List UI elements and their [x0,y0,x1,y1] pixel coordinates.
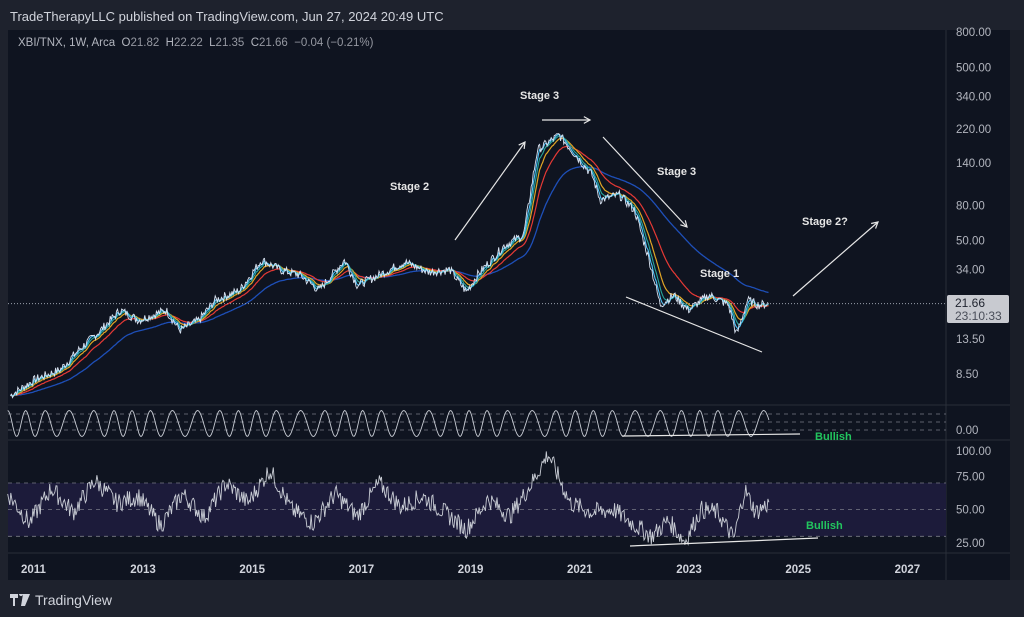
last-price-tag: 21.66 23:10:33 [947,295,1009,323]
stoch-rsi-line [7,409,770,438]
symbol-info: XBI/TNX, 1W, Arca [18,37,116,49]
close-label: C [250,37,260,49]
ema-mid-line [10,135,769,397]
annotation-stage-3[interactable]: Stage 3 [520,90,559,102]
annotation-stage-2[interactable]: Stage 2 [390,181,429,193]
price-series-line [10,133,769,399]
stage2-arrow-head [518,140,526,150]
stage2-next-arrow[interactable] [792,221,879,297]
price-axis-tick: 13.50 [956,334,985,346]
rsi-bullish-label: Bullish [806,520,843,532]
rsi-axis-tick: 75.00 [956,471,985,483]
price-axis-tick: 80.00 [956,200,985,212]
open-label: O [121,37,131,49]
stage3-down-arrow[interactable] [602,136,688,228]
annotation-stage-3[interactable]: Stage 3 [657,166,696,178]
stoch-bullish-label: Bullish [815,431,852,443]
tradingview-logo-icon [10,594,30,606]
bar-countdown: 23:10:33 [955,309,1002,323]
time-axis-tick: 2011 [21,564,47,576]
high-value: 22.22 [173,37,203,49]
price-axis-tick: 220.00 [956,124,991,136]
time-axis-tick: 2027 [895,564,921,576]
time-axis-tick: 2017 [349,564,375,576]
low-label: L [209,37,216,49]
stoch-divergence-line[interactable] [621,433,801,437]
support-trendline[interactable] [625,296,763,353]
right-scroll-strip [1010,30,1024,580]
annotation-stage-1[interactable]: Stage 1 [700,268,739,280]
change-value: −0.04 (−0.21%) [294,37,374,49]
rsi-axis-tick: 100.00 [956,446,991,458]
rsi-axis-tick: 50.00 [956,505,985,517]
low-value: 21.35 [215,37,245,49]
stage2-arrow[interactable] [454,141,526,241]
ma-long-line [10,166,769,397]
time-axis-tick: 2015 [239,564,265,576]
rsi-divergence-line[interactable] [629,537,819,547]
publisher-line: TradeTherapyLLC published on TradingView… [10,9,444,24]
price-axis-tick: 340.00 [956,91,991,103]
price-axis-tick: 500.00 [956,62,991,74]
ema-fast-line [10,133,769,397]
stoch-axis-tick: 0.00 [956,425,978,437]
high-label: H [165,37,174,49]
price-axis-tick: 34.00 [956,265,985,277]
stage2-next-arrow-head [871,221,879,229]
time-axis-tick: 2021 [567,564,593,576]
time-axis-tick: 2013 [130,564,156,576]
brand-name: TradingView [35,592,113,608]
time-axis-tick: 2025 [785,564,811,576]
symbol-legend: XBI/TNX, 1W, Arca O21.82 H22.22 L21.35 C… [18,37,373,49]
price-axis-tick: 140.00 [956,158,991,170]
time-axis-tick: 2023 [676,564,702,576]
time-axis-tick: 2019 [458,564,484,576]
price-axis-tick: 50.00 [956,236,985,248]
stage3-down-arrow-head [680,220,688,228]
open-value: 21.82 [130,37,160,49]
price-axis-tick: 800.00 [956,27,991,39]
last-price: 21.66 [955,296,986,310]
stage3-top-arrow-head [583,116,592,124]
rsi-axis-tick: 25.00 [956,538,985,550]
rsi-line [7,451,770,546]
close-value: 21.66 [259,37,288,49]
price-axis-tick: 8.50 [956,369,978,381]
annotation-stage-2-[interactable]: Stage 2? [802,216,848,228]
tradingview-logo[interactable]: TradingView [10,592,112,608]
